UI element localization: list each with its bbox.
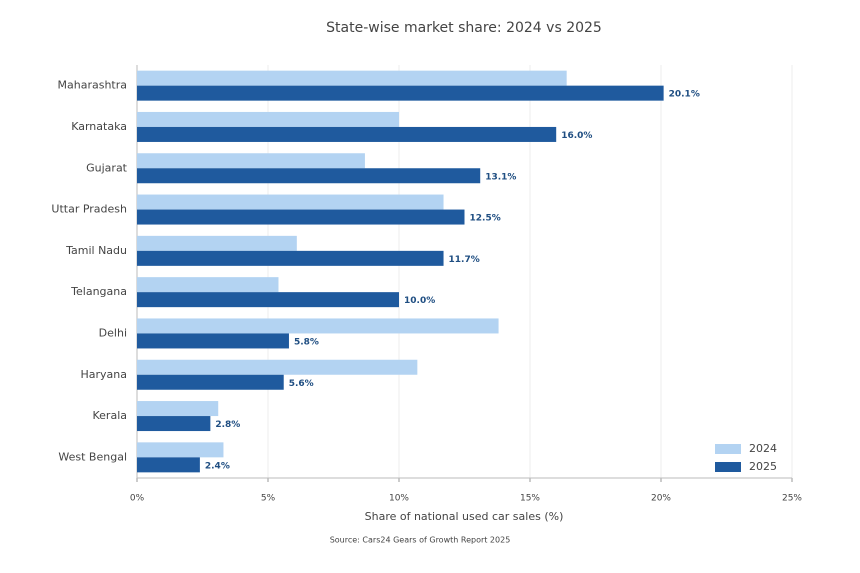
legend-label: 2024 <box>749 442 777 455</box>
chart-title: State-wise market share: 2024 vs 2025 <box>326 20 602 36</box>
value-label: 2.8% <box>215 420 240 430</box>
y-tick-label: Kerala <box>93 409 128 422</box>
bar <box>137 168 481 184</box>
x-tick-label: 5% <box>261 494 276 504</box>
x-tick-label: 15% <box>520 494 540 504</box>
bar <box>137 333 289 349</box>
bar <box>137 457 200 473</box>
x-tick-label: 10% <box>389 494 409 504</box>
value-label: 5.6% <box>289 379 314 389</box>
bar <box>137 194 444 210</box>
value-label: 13.1% <box>485 172 516 182</box>
bar <box>137 250 444 266</box>
y-tick-label: Uttar Pradesh <box>51 203 127 216</box>
x-tick-label: 25% <box>782 494 802 504</box>
bar <box>137 401 219 417</box>
y-tick-label: Tamil Nadu <box>65 244 127 257</box>
legend-swatch <box>715 462 741 472</box>
value-label: 12.5% <box>470 214 501 224</box>
bar <box>137 111 399 127</box>
legend-label: 2025 <box>749 460 777 473</box>
bar <box>137 277 279 293</box>
bar <box>137 416 211 432</box>
bar <box>137 374 284 390</box>
bar <box>137 359 418 375</box>
bar <box>137 318 499 334</box>
bar <box>137 442 224 458</box>
x-tick-label: 20% <box>651 494 671 504</box>
bar <box>137 292 399 308</box>
bar <box>137 85 664 101</box>
bar <box>137 153 365 169</box>
value-label: 10.0% <box>404 296 435 306</box>
y-tick-label: Delhi <box>99 326 127 339</box>
y-tick-label: Karnataka <box>71 120 127 133</box>
x-tick-label: 0% <box>130 494 145 504</box>
value-label: 5.8% <box>294 337 319 347</box>
y-tick-label: West Bengal <box>58 450 127 463</box>
y-tick-label: Telangana <box>70 285 127 298</box>
value-label: 2.4% <box>205 461 230 471</box>
bar <box>137 70 567 86</box>
y-tick-label: Maharashtra <box>58 79 128 92</box>
value-label: 20.1% <box>669 90 700 100</box>
value-label: 16.0% <box>561 131 592 141</box>
y-tick-label: Gujarat <box>86 161 128 174</box>
bar <box>137 235 297 251</box>
y-tick-label: Haryana <box>81 368 128 381</box>
source-note: Source: Cars24 Gears of Growth Report 20… <box>330 536 511 545</box>
bar <box>137 126 557 142</box>
value-label: 11.7% <box>449 255 480 265</box>
x-axis-label: Share of national used car sales (%) <box>365 510 564 523</box>
bar <box>137 209 465 225</box>
legend-swatch <box>715 444 741 454</box>
